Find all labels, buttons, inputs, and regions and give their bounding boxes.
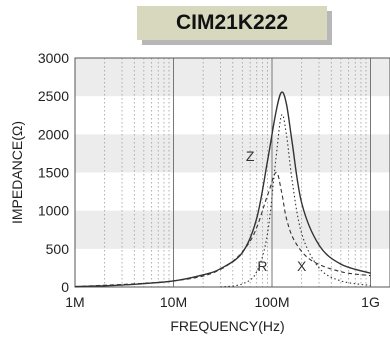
y-tick-label: 1000 [38,203,69,219]
curve-label-z: Z [246,148,255,164]
y-tick-label: 2000 [38,126,69,142]
series-r-line [220,114,371,288]
series-x-line [74,171,371,288]
x-axis-label: FREQUENCY(Hz) [170,318,284,334]
curve-labels: Z R X [246,148,307,274]
y-tick-label: 1500 [38,165,69,181]
curve-label-x: X [297,258,307,274]
y-tick-label: 3000 [38,50,69,66]
band [75,58,390,97]
x-tick-label: 1G [361,294,380,310]
tick-labels: 0 500 1000 1500 2000 2500 3000 1M 10M 100M 1G [38,50,380,310]
y-axis-label: IMPEDANCE(Ω) [9,121,25,224]
series-z-line [74,91,371,288]
x-tick-label: 10M [160,294,187,310]
x-tick-label: 100M [254,294,289,310]
y-tick-label: 2500 [38,88,69,104]
curves [74,91,371,288]
y-tick-label: 500 [46,241,70,257]
chart-title: CIM21K222 [137,6,327,40]
x-tick-label: 1M [65,294,84,310]
curve-label-r: R [257,258,267,274]
y-tick-label: 0 [61,279,69,295]
plot-frame [74,57,390,288]
